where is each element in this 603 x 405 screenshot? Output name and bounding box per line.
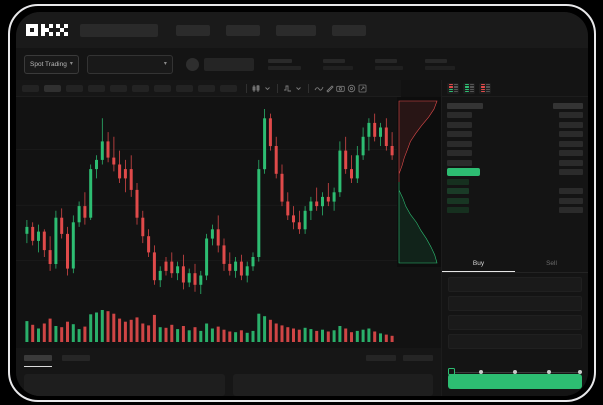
price-change — [267, 65, 301, 70]
orders-panel-tabs — [16, 348, 441, 368]
order-form — [442, 273, 588, 357]
panel-card-1[interactable] — [232, 374, 433, 396]
depth-chart[interactable] — [397, 97, 441, 267]
pencil-icon[interactable] — [324, 83, 335, 94]
order-field-0[interactable] — [448, 277, 582, 292]
divider — [246, 83, 247, 93]
orderbook-both-icon[interactable] — [447, 82, 459, 94]
orders-panel-actions — [366, 355, 433, 361]
orders-panel — [16, 348, 441, 396]
orderbook-ask-row[interactable] — [447, 120, 583, 130]
order-field-2[interactable] — [448, 315, 582, 330]
top-nav — [16, 12, 588, 48]
volume-histogram[interactable] — [16, 300, 401, 348]
tab-sell[interactable]: Sell — [546, 260, 557, 267]
chevron-down-icon[interactable] — [262, 83, 273, 94]
camera-icon[interactable] — [335, 83, 346, 94]
chevron-down-icon: ▾ — [163, 61, 167, 67]
panel-card-0[interactable] — [24, 374, 225, 396]
orderbook-bid-row[interactable] — [447, 196, 583, 206]
nav-item-1[interactable] — [226, 24, 260, 36]
candlestick-icon[interactable] — [251, 83, 262, 94]
timeframe-3[interactable] — [88, 84, 105, 92]
panel-action-1[interactable] — [403, 355, 433, 361]
coin-avatar — [185, 57, 199, 71]
last-price — [267, 58, 292, 63]
timeframe-4[interactable] — [110, 84, 127, 92]
orderbook-asks-icon[interactable] — [479, 82, 491, 94]
stat-value — [374, 65, 403, 70]
chart-toolbar — [16, 80, 401, 97]
stat-value — [322, 65, 353, 70]
stat-0 — [322, 58, 353, 70]
timeframe-6[interactable] — [154, 84, 171, 92]
slider-stop-1[interactable] — [479, 369, 483, 374]
orderbook-bid-row[interactable] — [447, 187, 583, 197]
order-field-3[interactable] — [448, 334, 582, 349]
stat-label — [424, 58, 447, 63]
orderbook-ask-row[interactable] — [447, 130, 583, 140]
submit-order-button[interactable] — [448, 374, 582, 389]
panel-action-0[interactable] — [366, 355, 396, 361]
orders-panel-cards — [16, 368, 441, 396]
tab-buy[interactable]: Buy — [442, 255, 515, 272]
stat-1 — [374, 58, 403, 70]
pair-name — [203, 57, 254, 71]
timeframe-9[interactable] — [220, 84, 237, 92]
line-chart-icon[interactable] — [313, 83, 324, 94]
orderbook-bid-row[interactable] — [447, 177, 583, 187]
slider-stop-3[interactable] — [547, 369, 551, 374]
orderbook-view-toggle — [442, 80, 588, 97]
orderbook-bids-icon[interactable] — [463, 82, 475, 94]
stat-2 — [424, 58, 455, 70]
app-screen: Spot Trading ▾ ▾ — [16, 12, 588, 396]
orderbook-header-row — [447, 101, 583, 111]
timeframe-8[interactable] — [198, 84, 215, 92]
ticker-bar: Spot Trading ▾ ▾ — [16, 48, 588, 80]
nav-item-2[interactable] — [276, 24, 316, 36]
chart-canvas — [16, 109, 401, 294]
nav-item-3[interactable] — [332, 24, 366, 36]
divider — [277, 83, 278, 93]
order-field-1[interactable] — [448, 296, 582, 311]
stat-value — [424, 65, 455, 70]
fullscreen-icon[interactable] — [357, 83, 368, 94]
orderbook-ask-row[interactable] — [447, 139, 583, 149]
orderbook-spread-row[interactable] — [447, 168, 583, 178]
orderbook-ask-row[interactable] — [447, 158, 583, 168]
device-frame: Spot Trading ▾ ▾ — [8, 4, 596, 402]
orderbook-rows[interactable] — [442, 97, 588, 215]
nav-item-0[interactable] — [176, 24, 210, 36]
orderbook-bid-row[interactable] — [447, 206, 583, 216]
timeframe-0[interactable] — [22, 84, 39, 92]
orderbook-ask-row[interactable] — [447, 149, 583, 159]
depth-canvas — [398, 100, 438, 264]
timeframe-2[interactable] — [66, 84, 83, 92]
stat-label — [374, 58, 397, 63]
timeframe-1[interactable] — [44, 84, 61, 92]
orderbook-panel: Buy Sell — [441, 80, 588, 396]
tab-order-history[interactable] — [62, 355, 90, 361]
chevron-down-icon: ▾ — [69, 61, 73, 67]
chevron-down-icon[interactable] — [293, 83, 304, 94]
volume-canvas — [25, 310, 394, 342]
timeframe-7[interactable] — [176, 84, 193, 92]
stat-label — [322, 58, 345, 63]
divider — [308, 83, 309, 93]
search-input[interactable] — [80, 23, 158, 37]
pair-select[interactable]: ▾ — [86, 54, 173, 74]
orderbook-ask-row[interactable] — [447, 111, 583, 121]
order-side-tabs: Buy Sell — [442, 255, 588, 273]
market-type-select[interactable]: Spot Trading ▾ — [24, 54, 79, 74]
settings-icon[interactable] — [346, 83, 357, 94]
tab-open-orders[interactable] — [24, 355, 52, 367]
candlestick-chart[interactable] — [16, 97, 401, 302]
slider-stop-2[interactable] — [513, 369, 517, 374]
okx-logo[interactable] — [26, 24, 68, 36]
market-type-label: Spot Trading — [30, 60, 67, 68]
timeframe-5[interactable] — [132, 84, 149, 92]
slider-stop-4[interactable] — [578, 369, 582, 374]
indicator-icon[interactable] — [282, 83, 293, 94]
last-price-block — [267, 58, 301, 70]
